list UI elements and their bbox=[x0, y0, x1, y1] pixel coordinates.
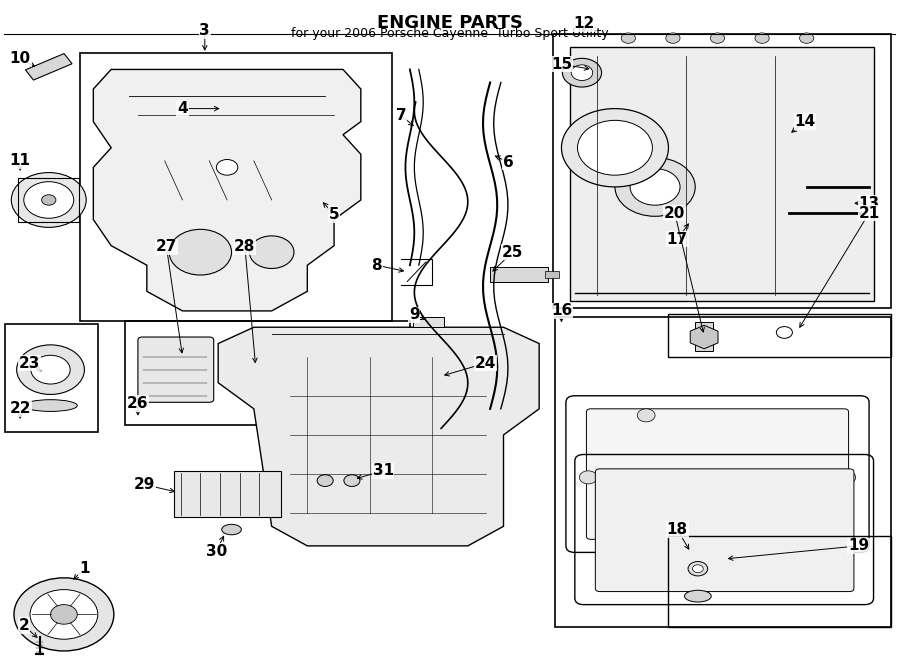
Text: 13: 13 bbox=[859, 196, 879, 211]
Bar bbox=[553, 34, 891, 307]
Text: 3: 3 bbox=[200, 22, 210, 38]
Circle shape bbox=[562, 108, 669, 187]
Circle shape bbox=[637, 526, 655, 539]
Circle shape bbox=[31, 356, 70, 384]
Circle shape bbox=[637, 408, 655, 422]
Circle shape bbox=[615, 157, 695, 216]
Bar bbox=[695, 322, 713, 352]
Text: 27: 27 bbox=[156, 239, 177, 254]
Circle shape bbox=[572, 65, 593, 81]
Bar bbox=[80, 53, 392, 321]
Circle shape bbox=[16, 345, 85, 395]
Text: 24: 24 bbox=[475, 356, 497, 371]
Text: 1: 1 bbox=[79, 561, 90, 576]
Bar bbox=[491, 267, 548, 282]
Text: 22: 22 bbox=[10, 401, 31, 416]
Circle shape bbox=[580, 471, 597, 484]
Text: for your 2006 Porsche Cayenne  Turbo Sport Utility: for your 2006 Porsche Cayenne Turbo Spor… bbox=[292, 27, 608, 40]
Text: 10: 10 bbox=[10, 52, 31, 67]
Bar bbox=[555, 317, 891, 627]
Text: 31: 31 bbox=[373, 463, 393, 479]
Circle shape bbox=[578, 120, 652, 175]
Ellipse shape bbox=[317, 475, 333, 486]
Ellipse shape bbox=[777, 327, 792, 338]
Text: 4: 4 bbox=[177, 101, 188, 116]
Ellipse shape bbox=[692, 564, 703, 572]
Text: 18: 18 bbox=[667, 522, 688, 537]
Circle shape bbox=[630, 169, 680, 205]
FancyBboxPatch shape bbox=[595, 469, 854, 592]
Circle shape bbox=[710, 33, 724, 44]
Circle shape bbox=[50, 605, 77, 624]
Text: 15: 15 bbox=[551, 57, 572, 71]
Ellipse shape bbox=[221, 524, 241, 535]
Circle shape bbox=[41, 195, 56, 205]
FancyBboxPatch shape bbox=[587, 408, 849, 539]
Circle shape bbox=[799, 33, 814, 44]
Ellipse shape bbox=[243, 352, 265, 387]
Text: 11: 11 bbox=[10, 153, 31, 169]
Text: 17: 17 bbox=[667, 231, 688, 247]
Text: 2: 2 bbox=[18, 618, 29, 633]
Circle shape bbox=[838, 471, 856, 484]
Circle shape bbox=[666, 33, 680, 44]
Text: 30: 30 bbox=[206, 543, 227, 559]
Circle shape bbox=[169, 229, 231, 275]
Text: 25: 25 bbox=[501, 245, 523, 260]
Text: 23: 23 bbox=[18, 356, 40, 371]
Circle shape bbox=[30, 590, 98, 639]
Polygon shape bbox=[94, 69, 361, 311]
FancyBboxPatch shape bbox=[138, 337, 213, 403]
Circle shape bbox=[755, 33, 770, 44]
Polygon shape bbox=[218, 327, 539, 546]
Text: 8: 8 bbox=[372, 258, 382, 273]
Bar bbox=[412, 317, 444, 327]
Text: 21: 21 bbox=[859, 206, 879, 221]
Text: 26: 26 bbox=[127, 396, 148, 411]
Text: 28: 28 bbox=[234, 239, 256, 254]
Text: 29: 29 bbox=[133, 477, 155, 492]
Bar bbox=[669, 536, 891, 627]
Text: 19: 19 bbox=[848, 538, 868, 553]
Bar bbox=[5, 324, 98, 432]
Circle shape bbox=[673, 471, 691, 484]
Circle shape bbox=[23, 182, 74, 218]
Bar bbox=[174, 471, 281, 516]
Text: 20: 20 bbox=[664, 206, 686, 221]
Text: 16: 16 bbox=[551, 303, 572, 319]
Ellipse shape bbox=[685, 590, 711, 602]
Circle shape bbox=[249, 236, 294, 268]
Text: 6: 6 bbox=[502, 155, 513, 170]
Ellipse shape bbox=[344, 475, 360, 486]
Text: 9: 9 bbox=[409, 307, 419, 323]
Circle shape bbox=[12, 173, 86, 227]
Ellipse shape bbox=[688, 562, 707, 576]
Text: 12: 12 bbox=[573, 17, 594, 31]
Bar bbox=[669, 314, 891, 356]
Text: 14: 14 bbox=[795, 114, 815, 129]
Circle shape bbox=[14, 578, 113, 651]
Ellipse shape bbox=[23, 400, 77, 411]
Text: ENGINE PARTS: ENGINE PARTS bbox=[377, 14, 523, 32]
Text: 7: 7 bbox=[396, 108, 406, 123]
Circle shape bbox=[562, 58, 601, 87]
Circle shape bbox=[621, 33, 635, 44]
Circle shape bbox=[216, 159, 238, 175]
Bar bbox=[124, 321, 410, 425]
Bar bbox=[25, 54, 72, 80]
Bar bbox=[571, 46, 874, 301]
Text: 5: 5 bbox=[328, 207, 339, 222]
Circle shape bbox=[771, 471, 788, 484]
Bar bbox=[545, 271, 559, 278]
Bar bbox=[18, 178, 79, 222]
